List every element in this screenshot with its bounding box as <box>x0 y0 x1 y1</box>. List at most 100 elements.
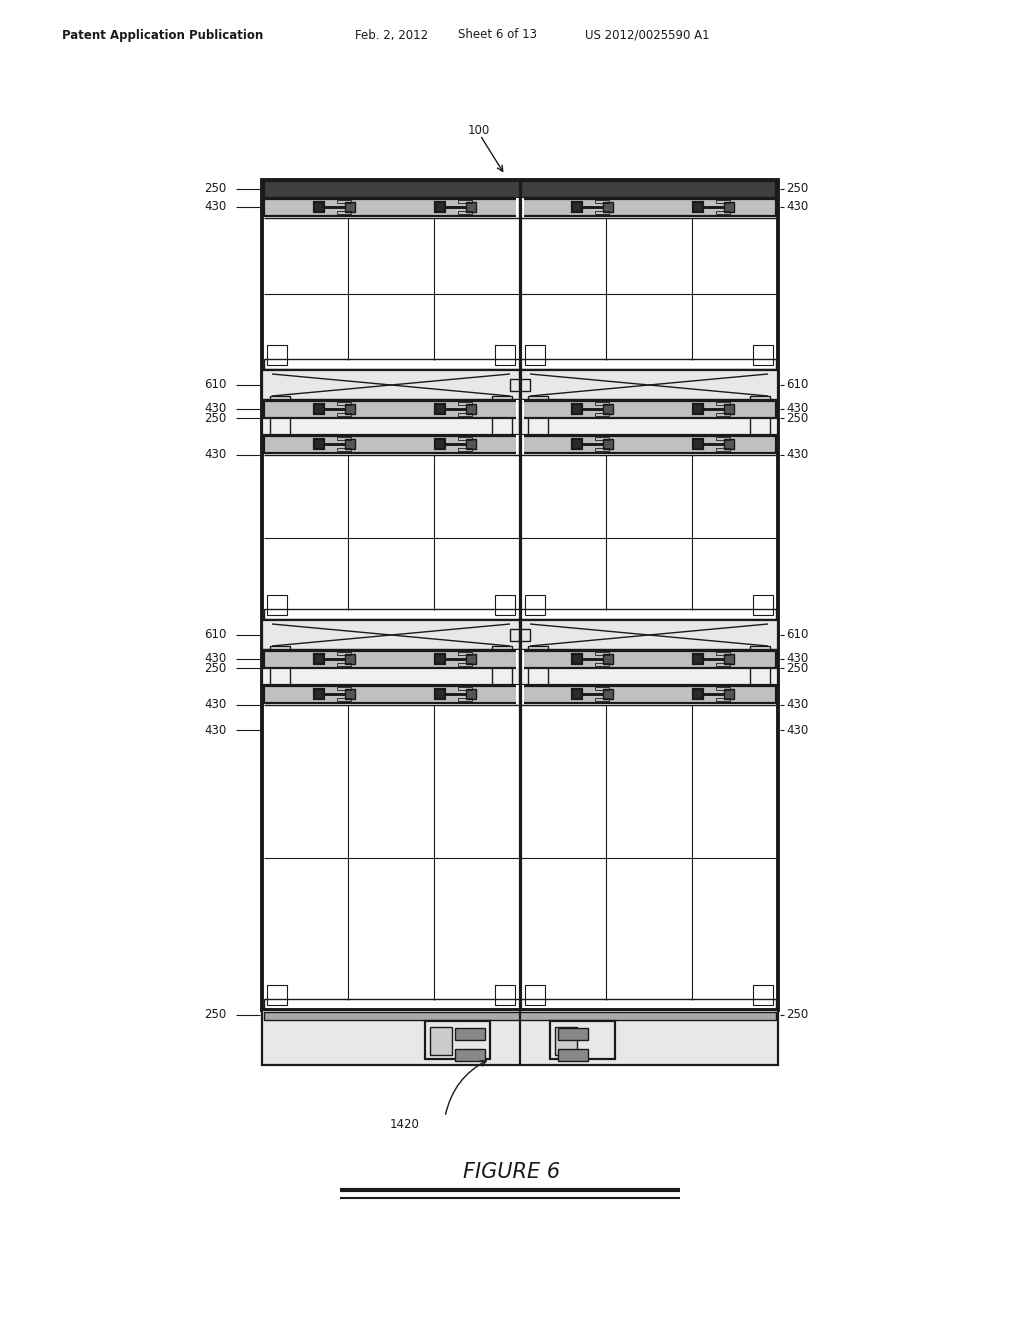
Bar <box>571 689 582 700</box>
Bar <box>435 202 444 213</box>
Bar <box>455 1028 485 1040</box>
Bar <box>267 595 287 615</box>
Bar <box>595 201 608 203</box>
Bar <box>516 400 524 418</box>
Bar <box>716 437 730 440</box>
Bar <box>753 345 773 366</box>
Bar <box>344 202 354 213</box>
Bar <box>264 609 776 619</box>
Bar <box>602 689 612 700</box>
Bar <box>264 181 776 198</box>
Text: 250: 250 <box>786 1008 808 1022</box>
Text: 430: 430 <box>204 652 226 665</box>
Bar <box>716 413 730 416</box>
Text: 1420: 1420 <box>390 1118 420 1131</box>
Text: 610: 610 <box>786 628 808 642</box>
Bar <box>425 1020 490 1059</box>
Bar <box>458 447 472 451</box>
Bar <box>267 345 287 366</box>
Bar <box>693 440 702 449</box>
Bar <box>435 440 444 449</box>
Bar <box>753 985 773 1005</box>
Text: 430: 430 <box>786 723 808 737</box>
Bar <box>724 653 734 664</box>
Bar <box>337 686 350 690</box>
Bar <box>602 202 612 213</box>
Bar <box>693 653 702 664</box>
Bar <box>267 985 287 1005</box>
Bar <box>571 404 582 414</box>
Bar <box>716 211 730 214</box>
Bar <box>724 689 734 700</box>
Bar <box>313 202 324 213</box>
Bar <box>264 686 776 704</box>
Bar <box>716 698 730 701</box>
Bar <box>495 595 515 615</box>
Bar <box>693 202 702 213</box>
Bar <box>430 1027 452 1055</box>
Bar <box>716 686 730 690</box>
Text: 100: 100 <box>468 124 490 136</box>
Text: 430: 430 <box>204 403 226 416</box>
Bar <box>525 985 545 1005</box>
Text: Feb. 2, 2012: Feb. 2, 2012 <box>355 29 428 41</box>
Bar <box>595 698 608 701</box>
Text: 430: 430 <box>786 449 808 462</box>
Bar <box>595 437 608 440</box>
Bar <box>458 413 472 416</box>
Bar <box>750 396 770 440</box>
Bar <box>595 447 608 451</box>
Bar <box>595 652 608 655</box>
Bar <box>525 595 545 615</box>
Bar <box>716 403 730 405</box>
Bar <box>337 698 350 701</box>
Text: 430: 430 <box>786 652 808 665</box>
Bar <box>262 649 778 685</box>
Bar <box>753 595 773 615</box>
Text: 430: 430 <box>786 201 808 214</box>
Bar <box>270 396 290 440</box>
Text: 430: 430 <box>204 449 226 462</box>
Bar <box>262 370 778 400</box>
Bar <box>528 645 548 689</box>
Bar <box>716 447 730 451</box>
Bar <box>516 436 524 454</box>
Bar <box>344 653 354 664</box>
Bar <box>458 663 472 667</box>
Bar <box>724 440 734 449</box>
Text: 250: 250 <box>204 412 226 425</box>
Bar <box>337 447 350 451</box>
Bar <box>262 620 778 649</box>
Bar <box>344 689 354 700</box>
Text: US 2012/0025590 A1: US 2012/0025590 A1 <box>585 29 710 41</box>
Bar <box>264 401 776 418</box>
Text: 430: 430 <box>204 723 226 737</box>
Bar <box>458 652 472 655</box>
Bar <box>262 180 778 1010</box>
Bar <box>558 1028 588 1040</box>
Bar <box>466 653 476 664</box>
Bar <box>262 1010 778 1065</box>
Text: 430: 430 <box>204 201 226 214</box>
Bar <box>264 999 776 1008</box>
Bar <box>724 202 734 213</box>
Bar <box>528 396 548 440</box>
Bar <box>337 652 350 655</box>
Bar <box>458 698 472 701</box>
Bar <box>313 440 324 449</box>
Bar <box>344 440 354 449</box>
Bar <box>716 201 730 203</box>
Bar <box>264 651 776 668</box>
Bar <box>458 437 472 440</box>
Bar <box>313 689 324 700</box>
Bar <box>516 685 524 704</box>
Bar <box>495 985 515 1005</box>
Bar <box>571 202 582 213</box>
Bar <box>262 400 778 436</box>
Bar <box>595 686 608 690</box>
Bar <box>693 689 702 700</box>
Bar <box>555 1027 577 1055</box>
Bar <box>724 404 734 414</box>
Bar <box>313 404 324 414</box>
Bar <box>458 211 472 214</box>
